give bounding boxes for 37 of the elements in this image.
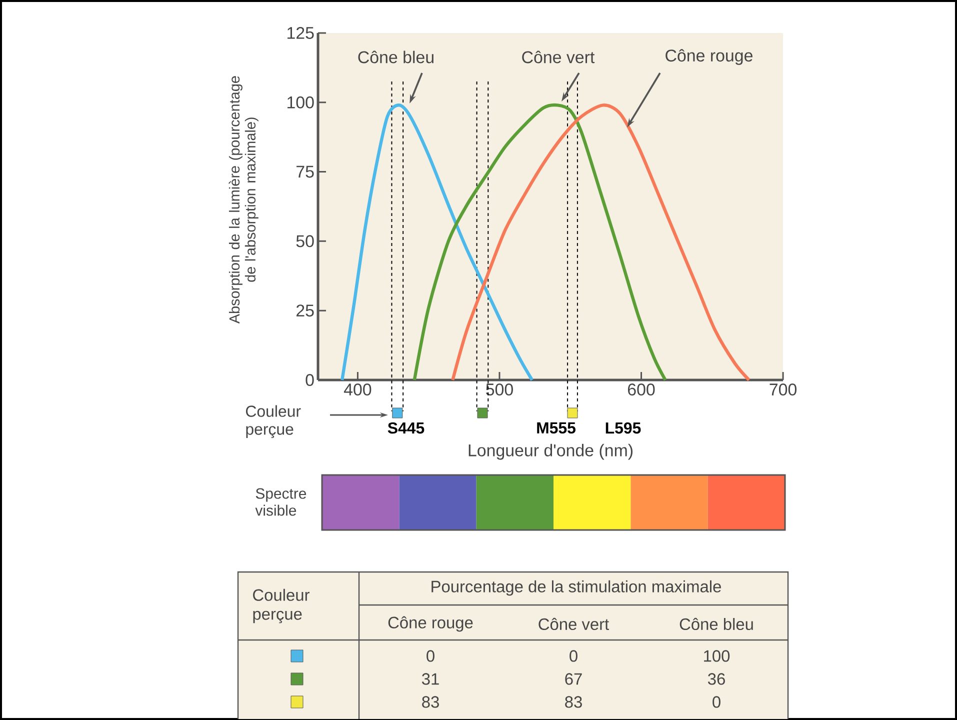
- line-series: [451, 104, 751, 382]
- text: M555: [537, 422, 576, 434]
- data-label: 0: [712, 696, 720, 708]
- y-axis-title: Absorption de la lumière (pourcentage de l'absorption maximale): [228, 76, 258, 324]
- x-tick-label: Cône bleu: [680, 618, 753, 630]
- data-label: 31: [422, 673, 439, 685]
- y-tick-label: 75: [296, 166, 314, 178]
- x-tick-label: Cône vert: [538, 618, 610, 630]
- y-tick-label: 50: [296, 235, 314, 248]
- x-tick-label: 400: [344, 384, 372, 396]
- x-tick-label: Cône rouge: [388, 616, 473, 632]
- line-series: [412, 103, 667, 382]
- x-tick-label: 500: [486, 384, 513, 396]
- y-tick-label: 125: [288, 26, 314, 39]
- data-label: 36: [708, 673, 725, 685]
- text: Couleur perçue: [246, 405, 301, 438]
- text: Spectre visible: [255, 488, 306, 516]
- chart-title: Pourcentage de la stimulation maximale: [432, 580, 721, 596]
- x-tick-label: 600: [628, 384, 655, 396]
- data-label: 100: [704, 650, 730, 662]
- x-tick-label: 700: [770, 384, 797, 396]
- y-tick-label: 100: [288, 96, 314, 108]
- data-label: 0: [426, 650, 434, 662]
- annotation: Cône rouge: [666, 49, 752, 65]
- text: L595: [606, 422, 641, 434]
- data-label: 83: [422, 696, 439, 708]
- data-label: 83: [565, 696, 582, 708]
- data-label: 67: [565, 673, 582, 685]
- data-label: 0: [570, 650, 578, 662]
- annotation: Cône bleu: [358, 50, 434, 64]
- y-tick-label: 0: [306, 374, 314, 386]
- line-series: [340, 104, 534, 382]
- y-tick-label: 25: [296, 304, 314, 317]
- y-axis-title: Couleur perçue: [253, 588, 310, 624]
- x-axis-title: Longueur d'onde (nm): [468, 444, 632, 460]
- annotation: Cône vert: [522, 50, 595, 64]
- text: S445: [388, 422, 424, 434]
